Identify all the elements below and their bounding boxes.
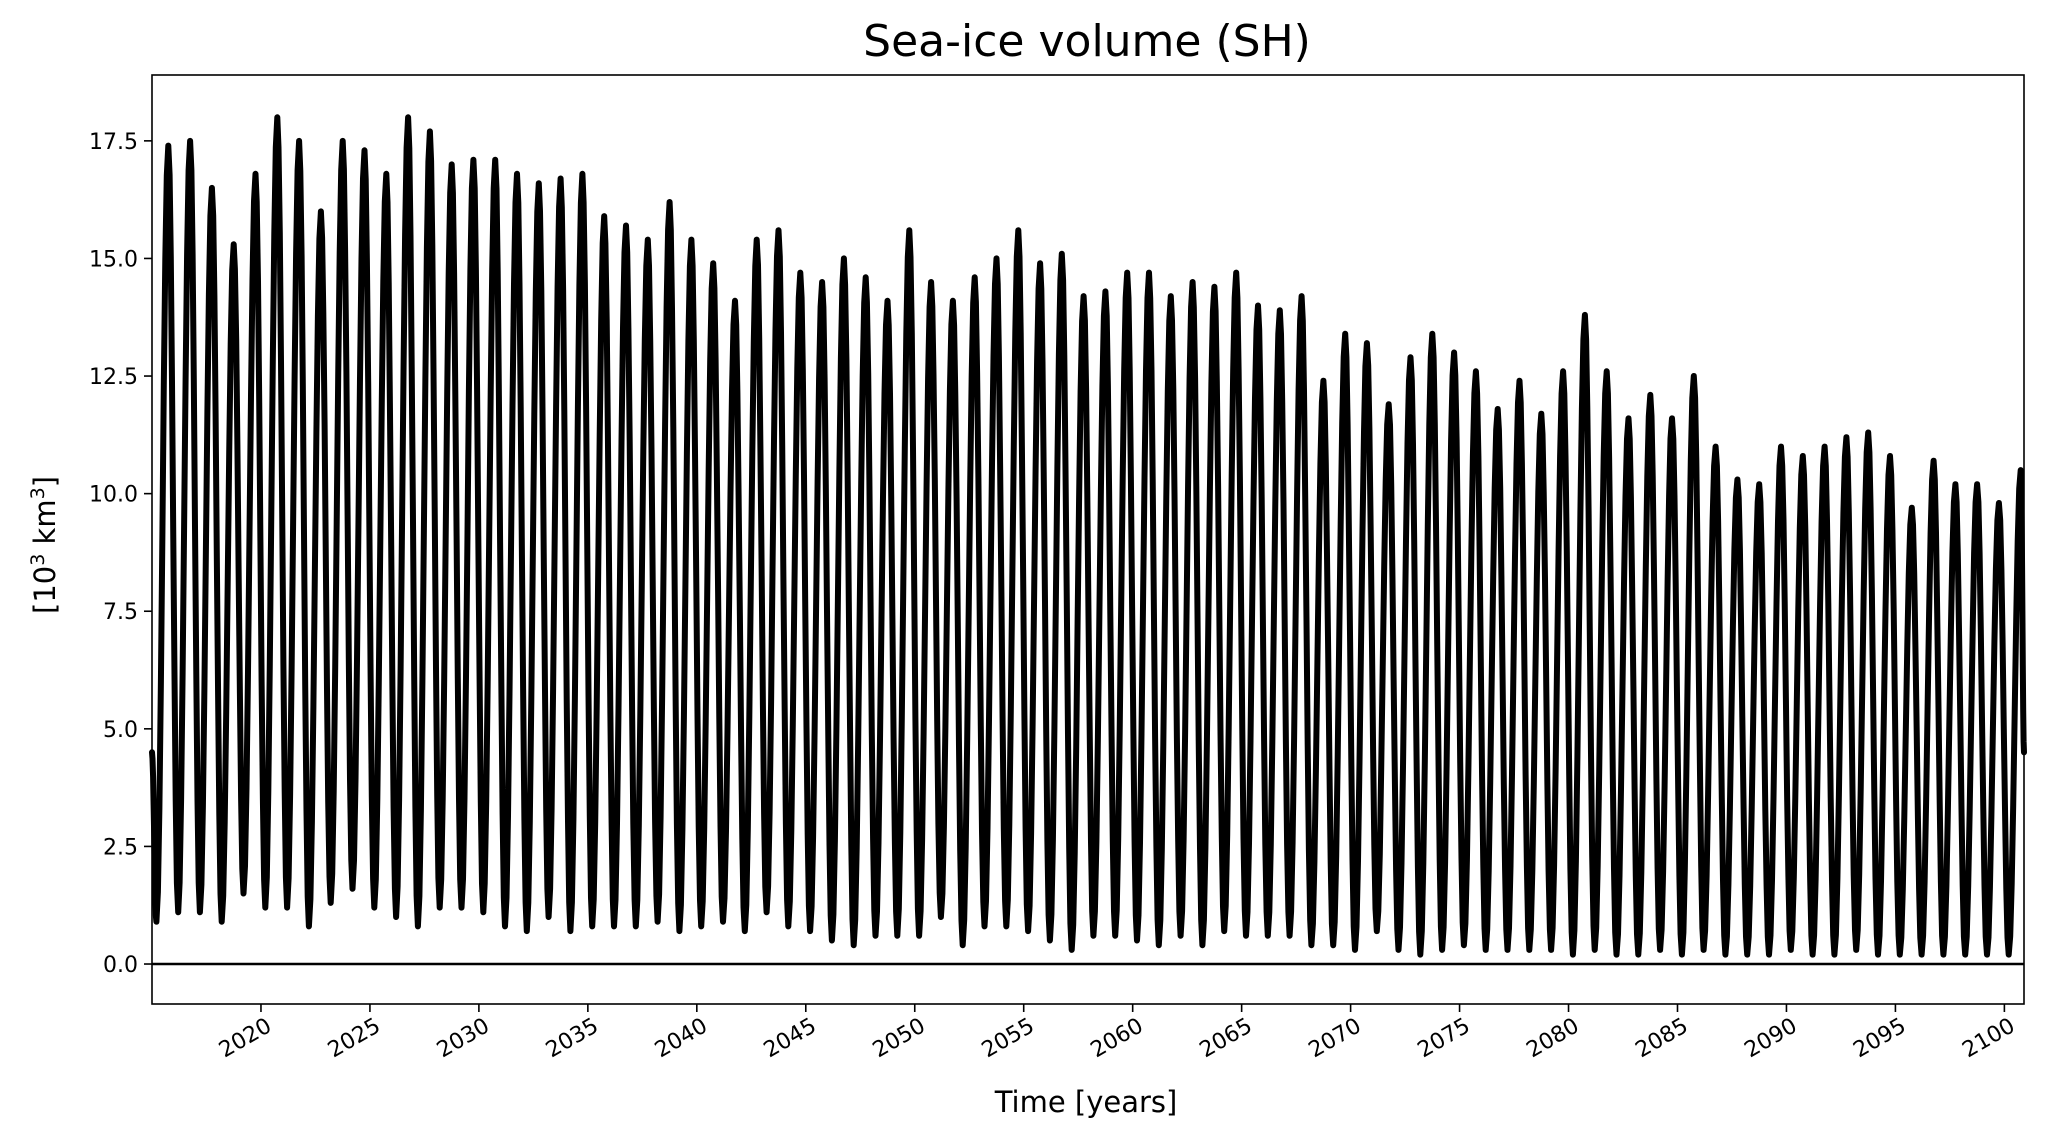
y-axis-label-superscript: 3 — [27, 554, 49, 566]
x-axis-tick-labels: 2020 2025 2030 2035 2040 2045 2050 2055 2060 2065… — [215, 1014, 2019, 1064]
y-tick-label: 0.0 — [103, 953, 138, 978]
y-tick-label: 12.5 — [89, 365, 138, 390]
series-line-sea-ice-volume — [149, 114, 2027, 958]
y-axis-label-unit: km — [28, 499, 62, 553]
plot-area: 2020 2025 2030 2035 2040 2045 2050 2055 2060 2065… — [89, 74, 2027, 1064]
x-tick-label: 2055 — [978, 1014, 1039, 1064]
chart-title: Sea-ice volume (SH) — [863, 16, 1311, 67]
x-tick-label: 2030 — [433, 1014, 494, 1064]
x-tick-label: 2070 — [1305, 1014, 1366, 1064]
x-tick-label: 2020 — [215, 1014, 276, 1064]
y-tick-label: 7.5 — [103, 600, 138, 625]
x-tick-label: 2060 — [1087, 1014, 1148, 1064]
x-tick-label: 2050 — [869, 1014, 930, 1064]
plot-frame — [151, 74, 2025, 1005]
y-axis-ticks — [144, 140, 152, 965]
x-axis-label: Time [years] — [994, 1085, 1178, 1119]
x-tick-label: 2100 — [1958, 1014, 2019, 1064]
x-tick-label: 2085 — [1631, 1014, 1692, 1064]
x-tick-label: 2025 — [324, 1014, 385, 1064]
y-tick-label: 5.0 — [103, 718, 138, 743]
y-axis-label-superscript: 3 — [27, 487, 49, 499]
y-axis-tick-labels: 0.0 2.5 5.0 7.5 10.0 12.5 15.0 17.5 — [89, 130, 138, 978]
x-tick-label: 2065 — [1196, 1014, 1257, 1064]
x-tick-label: 2040 — [651, 1014, 712, 1064]
y-tick-label: 10.0 — [89, 483, 138, 508]
x-tick-label: 2045 — [760, 1014, 821, 1064]
y-axis-label-main: [10 — [28, 566, 62, 614]
x-tick-label: 2035 — [542, 1014, 603, 1064]
y-axis-label: [103 km3] — [27, 476, 62, 614]
x-tick-label: 2075 — [1414, 1014, 1475, 1064]
x-axis-ticks — [260, 1004, 2006, 1012]
x-tick-label: 2095 — [1849, 1014, 1910, 1064]
y-tick-label: 2.5 — [103, 835, 138, 860]
x-tick-label: 2090 — [1740, 1014, 1801, 1064]
x-tick-label: 2080 — [1523, 1014, 1584, 1064]
y-tick-label: 15.0 — [89, 247, 138, 272]
y-axis-label-end: ] — [28, 476, 62, 487]
y-tick-label: 17.5 — [89, 130, 138, 155]
